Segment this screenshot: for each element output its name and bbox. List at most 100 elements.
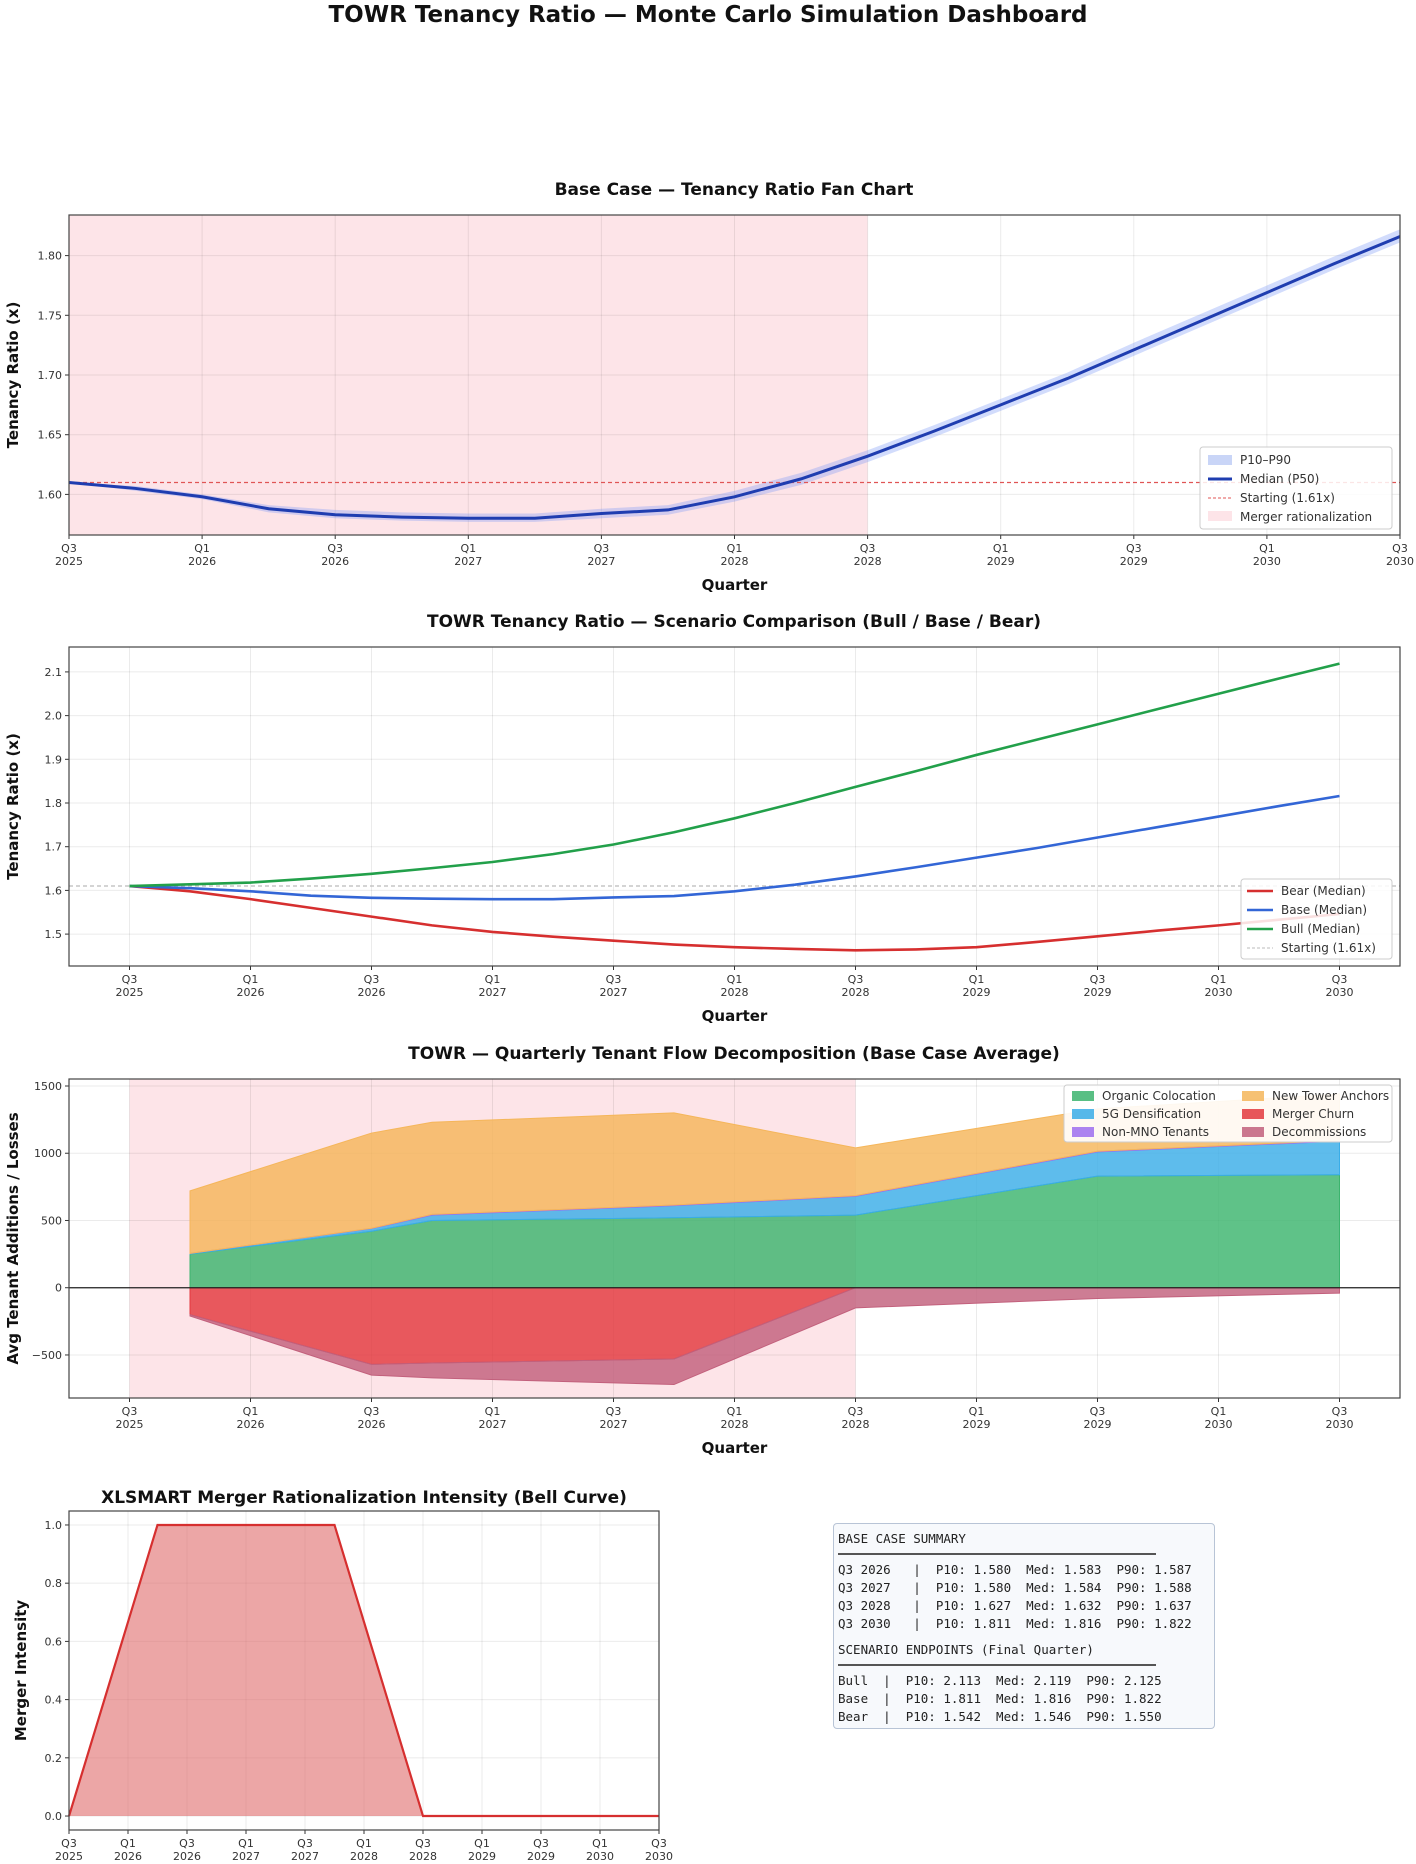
x-tick-label: Q1 (243, 1405, 259, 1418)
legend-label: 5G Densification (1102, 1107, 1201, 1121)
plot-frame (68, 1510, 660, 1831)
chart-title: XLSMART Merger Rationalization Intensity… (101, 1488, 627, 1508)
x-tick-label: Q3 (364, 1405, 380, 1418)
scenario-row: Bull | P10: 2.113 Med: 2.119 P90: 2.125 (838, 1673, 1162, 1688)
x-tick-label: 2028 (721, 555, 749, 568)
x-tick-label: Q3 (415, 1837, 431, 1850)
x-tick-label: Q1 (356, 1837, 372, 1850)
x-tick-label: 2029 (963, 1418, 991, 1431)
y-tick-label: 1.9 (45, 753, 63, 766)
series-line-base (129, 794, 1340, 901)
x-axis-label: Quarter (702, 1007, 768, 1025)
x-tick-label: 2025 (116, 1418, 144, 1431)
y-axis-label: Merger Intensity (12, 1600, 30, 1742)
legend-swatch (1072, 1127, 1094, 1137)
x-tick-label: Q3 (848, 973, 864, 986)
x-tick-label: 2025 (55, 555, 83, 568)
chart-3: TOWR — Quarterly Tenant Flow Decompositi… (4, 1044, 1401, 1457)
x-tick-label: 2027 (587, 555, 615, 568)
x-tick-label: 2029 (963, 986, 991, 999)
x-tick-label: 2027 (479, 1418, 507, 1431)
x-tick-label: Q3 (860, 542, 876, 555)
x-tick-label: Q1 (238, 1837, 254, 1850)
legend (1063, 1084, 1393, 1143)
y-tick-label: 1500 (34, 1080, 62, 1093)
legend-swatch (1242, 1109, 1264, 1119)
y-tick-label: −500 (32, 1349, 62, 1362)
y-tick-label: 2.0 (45, 710, 63, 723)
x-tick-label: 2030 (1386, 555, 1414, 568)
x-tick-label: 2030 (586, 1850, 614, 1863)
y-tick-label: 1.60 (38, 488, 63, 501)
x-tick-label: Q3 (1126, 542, 1142, 555)
x-tick-label: Q3 (1090, 1405, 1106, 1418)
legend (1240, 878, 1393, 960)
legend-swatch-merger (1208, 511, 1232, 521)
x-tick-label: 2026 (358, 1418, 386, 1431)
legend-label: Organic Colocation (1102, 1089, 1216, 1103)
y-tick-label: 1.5 (45, 928, 63, 941)
x-tick-label: Q3 (606, 1405, 622, 1418)
x-tick-label: Q1 (993, 542, 1009, 555)
y-tick-label: 1.6 (45, 884, 63, 897)
intensity-area (69, 1524, 659, 1817)
x-tick-label: Q3 (61, 1837, 77, 1850)
x-tick-label: 2027 (232, 1850, 260, 1863)
x-tick-label: Q1 (1211, 1405, 1227, 1418)
x-tick-label: Q3 (848, 1405, 864, 1418)
x-tick-label: 2026 (173, 1850, 201, 1863)
x-tick-label: Q1 (460, 542, 476, 555)
x-tick-label: 2027 (600, 986, 628, 999)
x-tick-label: Q1 (194, 542, 210, 555)
x-tick-label: Q1 (969, 1405, 985, 1418)
x-tick-label: Q1 (1211, 973, 1227, 986)
dashboard-title: TOWR Tenancy Ratio — Monte Carlo Simulat… (328, 2, 1088, 28)
x-tick-label: Q1 (727, 973, 743, 986)
x-tick-label: Q1 (120, 1837, 136, 1850)
legend-swatch (1242, 1091, 1264, 1101)
x-tick-label: Q1 (969, 973, 985, 986)
legend-swatch-band (1208, 455, 1232, 465)
y-tick-label: 500 (41, 1214, 62, 1227)
legend-label: Starting (1.61x) (1281, 941, 1376, 955)
x-tick-label: 2029 (1084, 1418, 1112, 1431)
x-tick-label: Q3 (297, 1837, 313, 1850)
merger-rationalization-region (69, 215, 868, 535)
y-axis-label: Tenancy Ratio (x) (4, 302, 22, 449)
x-tick-label: 2029 (527, 1850, 555, 1863)
y-tick-label: 1.7 (45, 841, 63, 854)
x-tick-label: 2026 (114, 1850, 142, 1863)
summary-row: Q3 2026 | P10: 1.580 Med: 1.583 P90: 1.5… (838, 1562, 1192, 1577)
x-tick-label: Q1 (243, 973, 259, 986)
legend-label: Median (P50) (1240, 472, 1319, 486)
x-tick-label: 2029 (468, 1850, 496, 1863)
summary-box: BASE CASE SUMMARY Q3 2026 | P10: 1.580 M… (833, 1523, 1215, 1729)
x-tick-label: Q3 (1332, 973, 1348, 986)
legend-label: Decommissions (1272, 1125, 1366, 1139)
y-tick-label: 1000 (34, 1147, 62, 1160)
series-line-bear (129, 884, 1340, 952)
y-axis-label: Avg Tenant Additions / Losses (4, 1112, 22, 1364)
x-tick-label: Q1 (1259, 542, 1275, 555)
x-tick-label: Q3 (533, 1837, 549, 1850)
chart-2: TOWR Tenancy Ratio — Scenario Comparison… (4, 612, 1401, 1025)
summary-row: Q3 2027 | P10: 1.580 Med: 1.584 P90: 1.5… (838, 1580, 1192, 1595)
x-tick-label: Q3 (122, 1405, 138, 1418)
summary-divider (838, 1553, 1156, 1555)
y-tick-label: 0 (55, 1282, 62, 1295)
x-tick-label: 2030 (645, 1850, 673, 1863)
y-tick-label: 1.75 (38, 309, 63, 322)
x-tick-label: Q3 (327, 542, 343, 555)
legend-label: P10–P90 (1240, 453, 1291, 467)
y-tick-label: 1.70 (38, 369, 63, 382)
y-tick-label: 2.1 (45, 666, 63, 679)
legend-label: Bull (Median) (1281, 922, 1360, 936)
x-tick-label: 2026 (321, 555, 349, 568)
x-tick-label: Q3 (594, 542, 610, 555)
x-tick-label: Q1 (485, 1405, 501, 1418)
x-tick-label: 2028 (350, 1850, 378, 1863)
x-tick-label: Q3 (179, 1837, 195, 1850)
summary-row: Q3 2028 | P10: 1.627 Med: 1.632 P90: 1.6… (838, 1598, 1192, 1613)
scenario-row: Base | P10: 1.811 Med: 1.816 P90: 1.822 (838, 1691, 1162, 1706)
x-tick-label: 2025 (55, 1850, 83, 1863)
